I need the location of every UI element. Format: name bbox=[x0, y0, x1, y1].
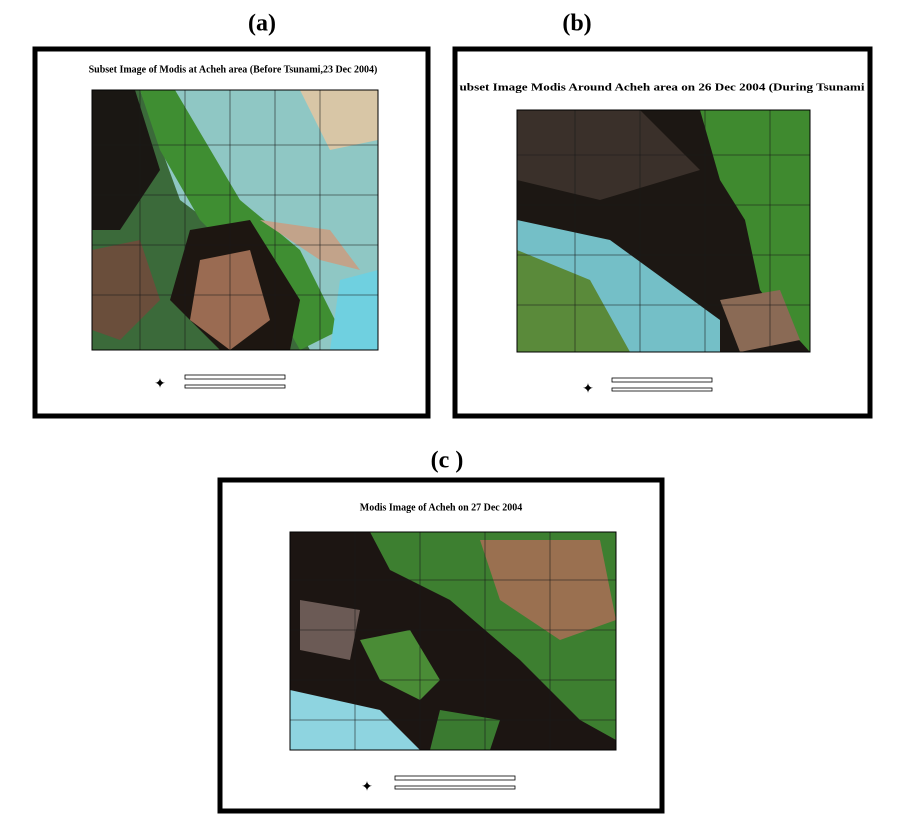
panel-label: (a) bbox=[248, 11, 276, 37]
satellite-image bbox=[517, 110, 810, 352]
panel-a: Subset Image of Modis at Acheh area (Bef… bbox=[32, 46, 431, 419]
panel-label: (b) bbox=[562, 11, 591, 37]
panel-title: Subset Image of Modis at Acheh area (Bef… bbox=[89, 64, 378, 75]
panel-label: (c ) bbox=[431, 448, 464, 474]
panel-b: ubset Image Modis Around Acheh area on 2… bbox=[452, 46, 873, 419]
panel-c: Modis Image of Acheh on 27 Dec 2004 ✦ bbox=[217, 477, 665, 814]
satellite-image bbox=[92, 90, 378, 350]
svg-text:✦: ✦ bbox=[361, 780, 373, 795]
panel-title: ubset Image Modis Around Acheh area on 2… bbox=[460, 82, 865, 93]
svg-text:✦: ✦ bbox=[154, 377, 166, 392]
svg-text:✦: ✦ bbox=[582, 382, 594, 397]
panel-title: Modis Image of Acheh on 27 Dec 2004 bbox=[360, 502, 523, 513]
satellite-image bbox=[290, 532, 616, 750]
